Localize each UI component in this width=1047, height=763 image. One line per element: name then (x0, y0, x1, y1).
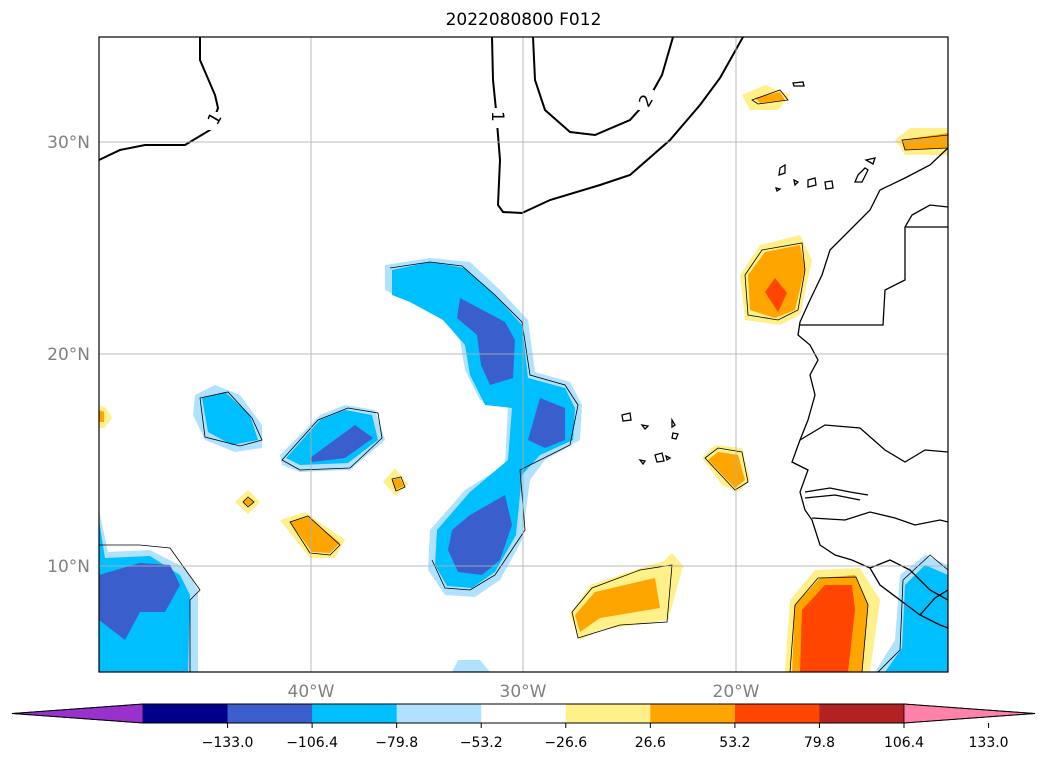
lat-label-10n: 10°N (47, 557, 90, 577)
colorbar-extend-high (903, 703, 1036, 724)
thin-contour-ne-pos (744, 242, 806, 321)
neg-anomaly-midwest (286, 410, 378, 465)
pos-anomaly-dot1-inner (243, 498, 254, 506)
thin-contour-corner-pos (901, 134, 948, 151)
thin-contour-dot2 (391, 476, 406, 492)
pos-anomaly-ne-core (765, 278, 787, 312)
map-area: 1 1 2 (99, 37, 948, 672)
gridlines (99, 37, 948, 672)
colorbar-tick-label: −53.2 (460, 735, 503, 751)
thin-contour-se-pos (789, 576, 869, 672)
pos-anomaly-nw1-inner (755, 92, 785, 103)
pos-anomaly-dot3 (99, 405, 112, 428)
thin-contour-nw1-pos (751, 89, 789, 105)
border-senegal (799, 424, 948, 463)
colorbar: −133.0 −106.4 −79.8 −53.2 −26.6 26.6 53.2 79.8 1… (11, 703, 1036, 751)
neg-anomaly-west (202, 392, 258, 445)
neg-anomaly-central-core-s (448, 495, 512, 575)
colorbar-segment (819, 704, 905, 723)
thin-contour-sw-pos (289, 515, 341, 556)
coastlines (621, 81, 948, 629)
border-guinea (811, 511, 948, 526)
pos-anomaly-sw-inner (290, 517, 340, 553)
map-title: 2022080800 F012 (445, 10, 602, 30)
colorbar-segment (143, 704, 229, 723)
pos-anomaly-south (575, 578, 660, 632)
border-southern (869, 559, 948, 616)
neg-anomaly-midwest-core (310, 425, 373, 462)
canary-islands (775, 157, 876, 193)
thin-contour-central (389, 261, 579, 591)
lon-labels: 40°W 30°W 20°W (288, 682, 760, 702)
lon-label-20w: 20°W (713, 682, 760, 702)
colorbar-segment (481, 704, 567, 723)
map-frame (98, 36, 949, 673)
colorbar-segment (227, 704, 313, 723)
colorbar-segment (565, 704, 651, 723)
colorbar-tick-label: −79.8 (375, 735, 418, 751)
colorbar-frame (11, 703, 1036, 724)
neg-anomaly-sw-core (99, 563, 180, 640)
lat-label-20n: 20°N (47, 345, 90, 365)
pos-anomaly-dot3-inner (99, 410, 104, 422)
colorbar-tick-label: −26.6 (544, 735, 587, 751)
isoline-labels: 1 1 2 (204, 90, 658, 130)
neg-anomaly-central-core-e (528, 398, 565, 448)
lon-label-30w: 30°W (500, 682, 547, 702)
cape-verde-islands (621, 412, 679, 466)
pos-anomaly-se-core (800, 585, 855, 672)
border-gambia (804, 487, 869, 501)
thick-isolines (99, 37, 744, 215)
lon-label-40w: 40°W (288, 682, 335, 702)
colorbar-extend-low (11, 703, 144, 724)
thin-contour-south-pos (571, 564, 673, 639)
colorbar-tick-label: 133.0 (969, 735, 1009, 751)
colorbar-tick-label: 26.6 (635, 735, 666, 751)
lat-label-30n: 30°N (47, 133, 90, 153)
colorbar-segment (650, 704, 736, 723)
colorbar-tick-label: 106.4 (884, 735, 924, 751)
thin-contours (99, 89, 948, 672)
thin-contour-se (877, 554, 948, 672)
lat-labels: 30°N 20°N 10°N (47, 133, 90, 577)
neg-anomaly-bottom (452, 660, 490, 672)
thin-contour-midwest (281, 407, 383, 471)
colorbar-tick-label: −106.4 (286, 735, 338, 751)
colorbar-tick-label: 79.8 (804, 735, 835, 751)
thin-contour-west (199, 391, 263, 447)
thin-contour-east-pos (704, 447, 749, 491)
colorbar-segment (396, 704, 482, 723)
madeira-islands (792, 81, 805, 87)
isoline-label-center: 1 (487, 111, 507, 122)
colorbar-tick-label: −133.0 (202, 735, 254, 751)
isoline-2 (532, 37, 674, 137)
thin-contour-dot1 (242, 496, 255, 508)
colorbar-tick-label: 53.2 (719, 735, 750, 751)
neg-anomaly-central-core-n (457, 298, 515, 385)
shading-negative (99, 258, 948, 672)
colorbar-segment (312, 704, 398, 723)
border-morocco (800, 204, 948, 326)
thin-contour-sw (99, 544, 201, 672)
colorbar-segment (734, 704, 820, 723)
